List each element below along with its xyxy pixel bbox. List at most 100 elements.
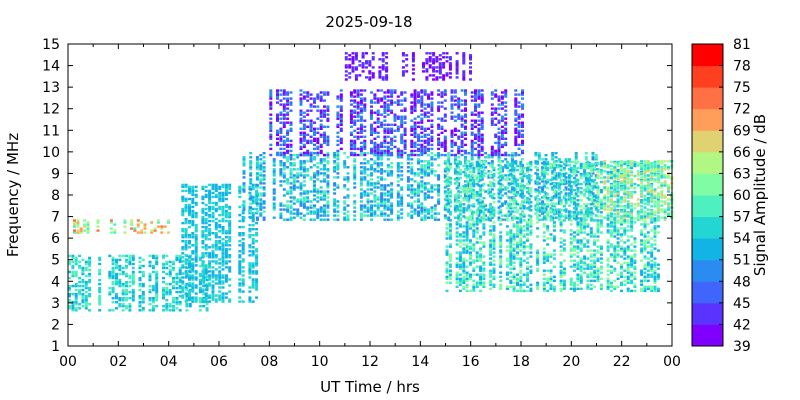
- heatmap-cell: [594, 154, 598, 157]
- heatmap-cell: [400, 198, 404, 201]
- heatmap-cell: [526, 176, 529, 180]
- heatmap-cell: [410, 210, 414, 213]
- heatmap-cell: [514, 105, 518, 108]
- heatmap-cell: [98, 268, 102, 272]
- heatmap-cell: [526, 174, 529, 178]
- heatmap-cell: [430, 119, 434, 122]
- heatmap-cell: [224, 292, 228, 295]
- heatmap-cell: [568, 182, 571, 185]
- heatmap-cell: [282, 143, 286, 147]
- heatmap-cell: [181, 266, 185, 269]
- heatmap-cell: [568, 212, 571, 215]
- heatmap-cell: [309, 158, 313, 161]
- heatmap-cell: [248, 236, 252, 239]
- heatmap-cell: [437, 200, 441, 203]
- heatmap-cell: [507, 164, 511, 167]
- heatmap-cell: [464, 194, 467, 197]
- heatmap-cell: [552, 182, 556, 186]
- heatmap-cell: [417, 162, 420, 165]
- heatmap-cell: [427, 133, 430, 136]
- heatmap-cell: [181, 276, 185, 279]
- heatmap-cell: [380, 214, 384, 217]
- heatmap-cell: [509, 162, 513, 166]
- heatmap-cell: [370, 129, 373, 132]
- heatmap-cell: [568, 216, 571, 219]
- heatmap-cell: [383, 119, 387, 122]
- heatmap-cell: [214, 221, 218, 225]
- heatmap-cell: [71, 254, 75, 258]
- heatmap-cell: [494, 117, 498, 120]
- heatmap-cell: [445, 271, 449, 274]
- heatmap-cell: [188, 298, 191, 301]
- heatmap-cell: [181, 228, 185, 231]
- heatmap-cell: [221, 230, 225, 233]
- heatmap-cell: [353, 153, 357, 157]
- heatmap-cell: [188, 197, 191, 201]
- heatmap-cell: [477, 145, 481, 149]
- heatmap-cell: [390, 194, 394, 197]
- heatmap-cell: [480, 139, 484, 143]
- heatmap-cell: [549, 203, 553, 206]
- heatmap-cell: [383, 107, 387, 110]
- heatmap-cell: [417, 137, 420, 140]
- heatmap-cell: [359, 119, 363, 122]
- heatmap-cell: [509, 213, 513, 216]
- heatmap-cell: [286, 97, 290, 100]
- heatmap-cell: [564, 182, 568, 185]
- heatmap-cell: [279, 208, 283, 211]
- heatmap-cell: [574, 154, 578, 157]
- heatmap-cell: [302, 135, 306, 138]
- heatmap-cell: [448, 201, 452, 204]
- heatmap-cell: [445, 237, 449, 240]
- heatmap-cell: [505, 187, 509, 190]
- heatmap-cell: [172, 276, 175, 280]
- heatmap-cell: [353, 119, 357, 122]
- heatmap-cell: [500, 194, 504, 197]
- heatmap-cell: [323, 113, 326, 116]
- heatmap-cell: [504, 89, 508, 92]
- heatmap-cell: [185, 299, 189, 302]
- heatmap-cell: [74, 274, 78, 278]
- heatmap-cell: [420, 125, 424, 128]
- heatmap-cell: [536, 257, 540, 260]
- heatmap-cell: [323, 206, 326, 209]
- heatmap-cell: [204, 294, 208, 297]
- heatmap-cell: [458, 191, 462, 194]
- heatmap-cell: [474, 125, 477, 128]
- heatmap-cell: [552, 285, 556, 288]
- heatmap-cell: [208, 234, 212, 237]
- heatmap-cell: [405, 70, 409, 73]
- heatmap-cell: [490, 93, 494, 96]
- heatmap-cell: [339, 107, 343, 110]
- heatmap-cell: [201, 240, 205, 243]
- heatmap-cell: [447, 202, 451, 205]
- heatmap-cell: [499, 243, 503, 246]
- heatmap-cell: [349, 143, 353, 147]
- heatmap-cell: [462, 275, 466, 278]
- heatmap-cell: [448, 253, 452, 256]
- heatmap-cell: [497, 113, 501, 116]
- heatmap-cell: [521, 200, 524, 203]
- heatmap-cell: [484, 152, 488, 155]
- heatmap-cell: [458, 160, 462, 164]
- heatmap-cell: [489, 213, 493, 216]
- heatmap-cell: [559, 275, 563, 278]
- chart-title: 2025-09-18: [325, 13, 412, 31]
- heatmap-cell: [559, 219, 563, 222]
- heatmap-cell: [477, 119, 481, 122]
- heatmap-cell: [309, 200, 313, 203]
- heatmap-cell: [279, 111, 283, 114]
- heatmap-cell: [448, 269, 452, 272]
- heatmap-cell: [172, 297, 175, 300]
- heatmap-cell: [115, 262, 118, 266]
- heatmap-cell: [162, 293, 165, 296]
- heatmap-cell: [84, 260, 88, 264]
- heatmap-cell: [292, 180, 296, 183]
- heatmap-cell: [462, 56, 466, 59]
- heatmap-cell: [438, 62, 442, 65]
- heatmap-cell: [248, 185, 252, 189]
- heatmap-cell: [510, 168, 514, 171]
- heatmap-cell: [557, 192, 561, 195]
- heatmap-cell: [458, 265, 462, 268]
- heatmap-cell: [71, 284, 75, 288]
